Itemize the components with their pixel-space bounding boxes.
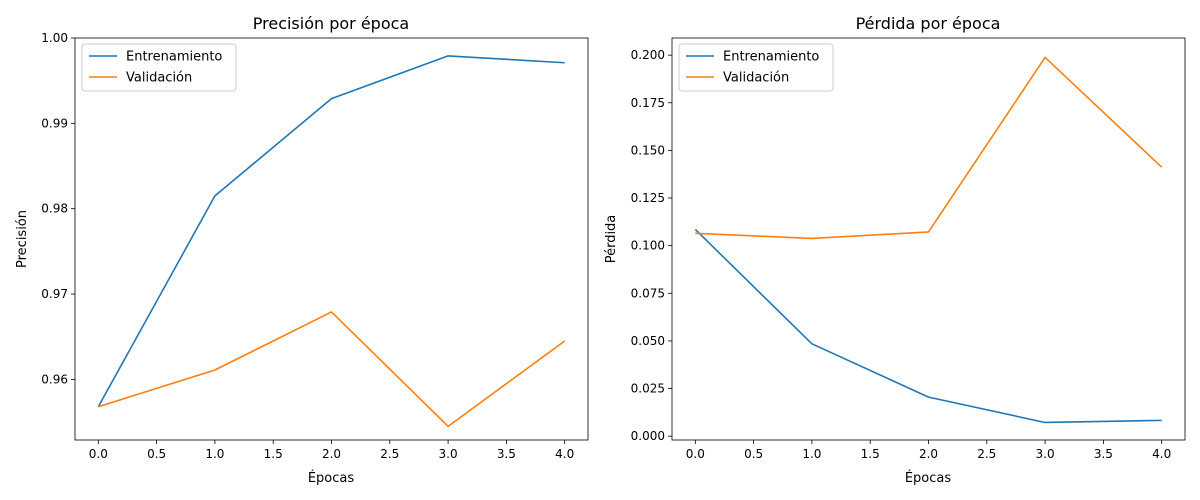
x-tick-label: 2.0 <box>919 447 938 461</box>
accuracy-chart: Precisión por época Épocas Precisión 0.0… <box>15 14 589 486</box>
x-tick-label: 4.0 <box>555 447 574 461</box>
plot-frame <box>671 37 1186 441</box>
legend-label: Validación <box>723 71 789 86</box>
x-tick-label: 3.5 <box>497 447 516 461</box>
x-tick-label: 3.0 <box>1036 447 1055 461</box>
x-axis-label: Épocas <box>905 470 952 486</box>
y-tick-label: 0.000 <box>631 429 665 443</box>
x-tick-label: 2.5 <box>977 447 996 461</box>
series-line-validacion <box>98 311 566 428</box>
y-tick-label: 0.175 <box>631 96 665 110</box>
y-tick-label: 1.00 <box>41 31 68 45</box>
x-tick-label: 1.0 <box>205 447 224 461</box>
chart-title: Pérdida por época <box>856 14 1001 33</box>
y-tick-label: 0.050 <box>631 334 665 348</box>
y-tick-label: 0.200 <box>631 48 665 62</box>
series-line-entrenamiento <box>694 228 1162 424</box>
chart-title: Precisión por época <box>253 14 409 33</box>
x-tick-label: 1.5 <box>264 447 283 461</box>
legend-box <box>81 43 237 92</box>
x-tick-label: 0.0 <box>89 447 108 461</box>
x-tick-label: 2.0 <box>322 447 341 461</box>
y-tick-label: 0.125 <box>631 191 665 205</box>
y-tick-label: 0.98 <box>41 202 68 216</box>
x-tick-label: 3.5 <box>1094 447 1113 461</box>
x-tick-label: 1.0 <box>802 447 821 461</box>
x-tick-label: 1.5 <box>861 447 880 461</box>
x-tick-label: 0.0 <box>686 447 705 461</box>
plot-frame <box>74 37 589 441</box>
y-tick-label: 0.100 <box>631 239 665 253</box>
series-line-entrenamiento <box>97 55 565 408</box>
legend-label: Entrenamiento <box>126 50 222 65</box>
x-tick-label: 0.5 <box>744 447 763 461</box>
y-tick-label: 0.97 <box>41 287 68 301</box>
x-axis-label: Épocas <box>308 470 355 486</box>
y-tick-label: 0.150 <box>631 143 665 157</box>
series-line-validacion <box>695 56 1163 240</box>
x-tick-label: 4.0 <box>1152 447 1171 461</box>
legend-box <box>678 43 834 92</box>
loss-chart: Pérdida por época Épocas Pérdida 0.0 0.5 1… <box>604 14 1186 486</box>
y-tick-label: 0.075 <box>631 286 665 300</box>
x-tick-label: 0.5 <box>147 447 166 461</box>
y-tick-label: 0.99 <box>41 116 68 130</box>
y-axis-label: Pérdida <box>604 215 619 264</box>
x-tick-label: 3.0 <box>439 447 458 461</box>
x-tick-label: 2.5 <box>380 447 399 461</box>
y-tick-label: 0.96 <box>41 372 68 386</box>
legend-label: Entrenamiento <box>723 50 819 65</box>
legend-label: Validación <box>126 71 192 86</box>
y-axis-label: Precisión <box>15 210 30 268</box>
y-tick-label: 0.025 <box>631 382 665 396</box>
